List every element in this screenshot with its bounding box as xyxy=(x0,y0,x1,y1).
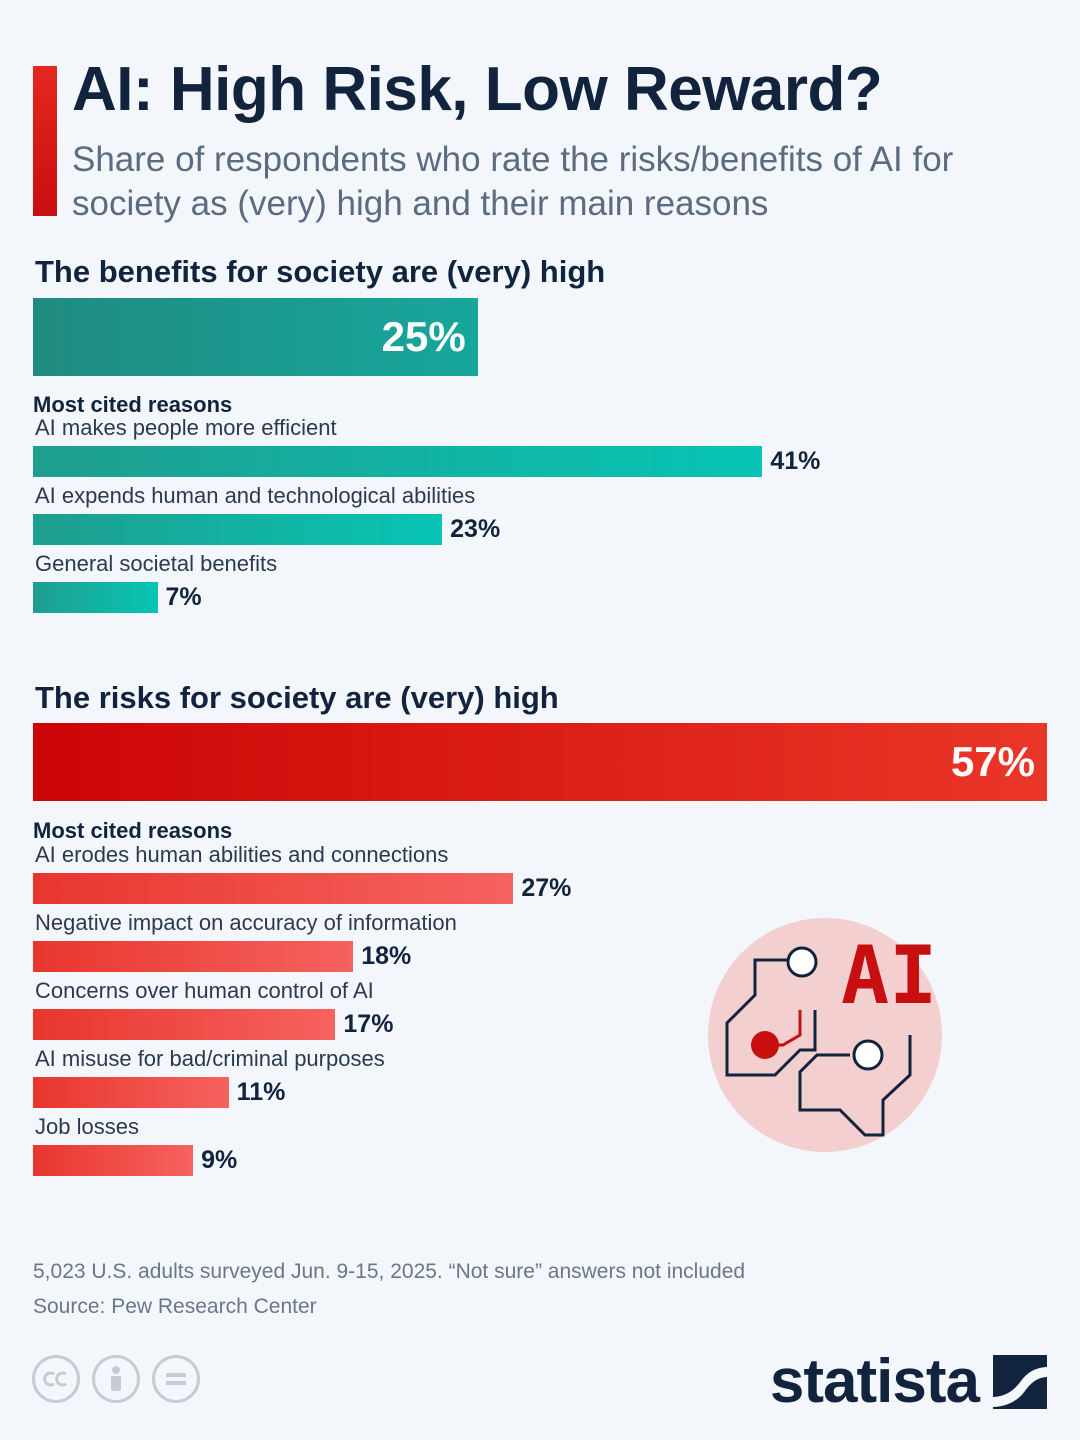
reason-bar xyxy=(33,873,514,904)
no-derivatives-icon[interactable] xyxy=(152,1355,200,1403)
reason-value: 41% xyxy=(770,447,821,475)
footer-note: 5,023 U.S. adults surveyed Jun. 9-15, 20… xyxy=(33,1260,746,1283)
reason-bar xyxy=(33,941,354,972)
cc-icon[interactable] xyxy=(32,1355,80,1403)
license-icons xyxy=(32,1355,200,1403)
ai-illustration-label: AI xyxy=(841,929,937,1022)
reason-value: 11% xyxy=(236,1078,286,1106)
reason-label: AI misuse for bad/criminal purposes xyxy=(35,1046,385,1071)
risks-reasons-heading: Most cited reasons xyxy=(33,818,233,843)
page-title: AI: High Risk, Low Reward? xyxy=(72,55,883,124)
risks-main-bar: 57% xyxy=(33,723,1047,801)
reason-label: AI expends human and technological abili… xyxy=(35,483,476,508)
reason-label: Concerns over human control of AI xyxy=(35,978,374,1003)
reason-bar xyxy=(33,1009,336,1040)
reason-label: Job losses xyxy=(35,1114,139,1139)
risks-heading: The risks for society are (very) high xyxy=(35,680,559,715)
benefits-main-bar: 25% xyxy=(33,298,478,376)
page-subtitle: Share of respondents who rate the risks/… xyxy=(72,140,954,223)
reason-bar xyxy=(33,582,158,613)
footer-source: Source: Pew Research Center xyxy=(33,1295,317,1318)
benefits-main-value: 25% xyxy=(381,313,466,360)
attribution-icon[interactable] xyxy=(92,1355,140,1403)
risks-main-value: 57% xyxy=(950,738,1035,785)
brand-name: statista xyxy=(769,1347,980,1416)
reason-value: 27% xyxy=(521,874,572,902)
benefits-heading: The benefits for society are (very) high xyxy=(35,254,606,289)
reason-label: AI makes people more efficient xyxy=(35,415,337,440)
ai-circuit-icon: AI xyxy=(708,918,942,1152)
statista-logo[interactable]: statista xyxy=(770,1346,1047,1417)
reason-bar xyxy=(33,1077,229,1108)
reason-value: 7% xyxy=(165,583,202,611)
reason-value: 9% xyxy=(201,1146,238,1174)
reason-bar xyxy=(33,446,763,477)
reason-label: General societal benefits xyxy=(35,551,278,576)
statista-mark-icon xyxy=(993,1354,1047,1409)
reason-value: 17% xyxy=(343,1010,394,1038)
reason-value: 23% xyxy=(450,515,501,543)
reason-bar xyxy=(33,514,443,545)
reason-label: AI erodes human abilities and connection… xyxy=(35,842,449,867)
title-accent-bar xyxy=(33,66,57,216)
reason-bar xyxy=(33,1145,194,1176)
benefits-reasons-heading: Most cited reasons xyxy=(33,392,233,417)
reason-label: Negative impact on accuracy of informati… xyxy=(35,910,457,935)
reason-value: 18% xyxy=(361,942,412,970)
